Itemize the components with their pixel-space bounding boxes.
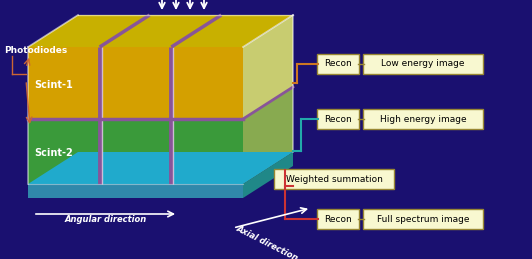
Text: Recon: Recon (324, 114, 352, 124)
FancyBboxPatch shape (317, 109, 359, 129)
Bar (28, 184, 243, 198)
Polygon shape (243, 15, 293, 119)
Text: Recon: Recon (324, 214, 352, 224)
Text: Axial direction: Axial direction (235, 224, 300, 259)
Polygon shape (243, 87, 293, 184)
Text: High energy image: High energy image (380, 114, 467, 124)
Polygon shape (243, 152, 293, 198)
Bar (28, 119, 243, 184)
Bar (28, 47, 243, 119)
FancyBboxPatch shape (274, 169, 394, 189)
Text: Scint-2: Scint-2 (34, 148, 73, 158)
FancyBboxPatch shape (363, 109, 483, 129)
Text: Angular direction: Angular direction (65, 215, 147, 224)
Text: Low energy image: Low energy image (381, 60, 465, 68)
FancyBboxPatch shape (363, 209, 483, 229)
Text: Full spectrum image: Full spectrum image (377, 214, 469, 224)
FancyBboxPatch shape (317, 54, 359, 74)
Polygon shape (28, 152, 293, 184)
FancyBboxPatch shape (363, 54, 483, 74)
Text: Scint-1: Scint-1 (34, 80, 73, 90)
FancyBboxPatch shape (317, 209, 359, 229)
Text: Photodiodes: Photodiodes (4, 46, 67, 55)
Text: Weighted summation: Weighted summation (286, 175, 383, 183)
Polygon shape (28, 15, 293, 47)
Text: Recon: Recon (324, 60, 352, 68)
